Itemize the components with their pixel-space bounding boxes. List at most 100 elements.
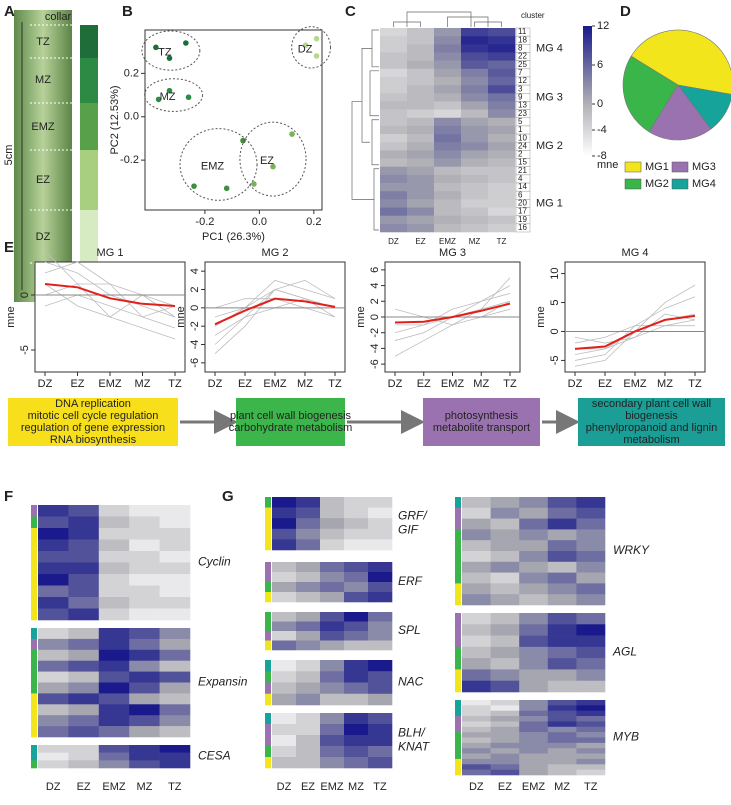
point (251, 181, 257, 187)
heat-cell (159, 745, 191, 753)
heat-cell (98, 608, 130, 621)
x-axis-label: PC1 (26.3%) (202, 231, 265, 243)
column-label: EZ (498, 781, 512, 793)
gene-family-label: BLH/ (398, 726, 426, 740)
group-strip (31, 516, 37, 529)
heat-cell (38, 585, 69, 598)
heat-cell (407, 166, 435, 176)
heat-cell (488, 60, 516, 70)
heat-cell (461, 158, 489, 168)
group-strip (265, 693, 271, 706)
heat-cell (129, 528, 160, 540)
point (313, 35, 320, 42)
heat-cell (547, 726, 577, 733)
heat-cell (380, 52, 408, 61)
group-strip (265, 621, 271, 632)
group-strip (31, 585, 37, 598)
group-strip (455, 769, 461, 776)
heat-cell (344, 562, 369, 573)
cluster-label: 24 (518, 141, 527, 150)
heat-cell (38, 704, 69, 716)
heat-cell (129, 516, 160, 529)
heat-cell (380, 93, 408, 102)
heat-cell (344, 682, 369, 695)
heat-cell (488, 44, 516, 53)
dendrogram (371, 29, 379, 68)
plot-title: MG 3 (439, 247, 466, 259)
heat-cell (461, 174, 489, 184)
group-strip (31, 693, 37, 705)
heat-cell (320, 682, 345, 695)
heat-cell (272, 713, 297, 725)
gene-family-label: SPL (398, 623, 421, 637)
panel-label: F (4, 488, 13, 505)
heat-cell (462, 658, 491, 670)
heat-cell (519, 753, 549, 760)
heat-cell (159, 715, 191, 727)
heat-cell (320, 612, 345, 622)
heat-cell (519, 700, 549, 706)
gene-family-label: NAC (398, 675, 424, 689)
heat-cell (380, 142, 408, 151)
heat-cell (98, 597, 130, 609)
column-label: TZ (168, 781, 182, 793)
point (270, 163, 276, 170)
group-strip (31, 608, 37, 621)
heat-cell (272, 682, 297, 695)
heat-cell (344, 735, 369, 747)
dendrogram (371, 119, 379, 166)
heat-cell (547, 758, 577, 765)
heat-cell (461, 36, 489, 45)
heat-cell (519, 540, 549, 552)
heat-cell (38, 660, 69, 672)
heat-cell (488, 117, 516, 127)
heat-cell (490, 742, 520, 749)
heat-cell (576, 572, 606, 584)
heat-cell (98, 539, 130, 552)
heat-cell (434, 85, 462, 94)
group-strip (455, 732, 461, 738)
heat-cell (547, 669, 577, 682)
heat-cell (461, 52, 489, 61)
group-strip (455, 737, 461, 744)
cluster-label: 12 (518, 76, 527, 85)
cluster-label: 18 (518, 35, 527, 44)
group-ellipse (239, 121, 307, 197)
zone-bar (80, 210, 98, 263)
heat-cell (434, 199, 462, 208)
heat-cell (462, 507, 491, 519)
heat-cell (547, 646, 577, 659)
heat-cell (368, 746, 393, 758)
cluster-label: 20 (518, 199, 527, 208)
heat-cell (368, 735, 393, 747)
zone-bar (80, 150, 98, 210)
heat-cell (159, 608, 191, 621)
group-label: DZ (298, 43, 313, 55)
x-tick-label: EZ (598, 378, 612, 390)
heat-cell (576, 529, 606, 541)
process-box (8, 398, 178, 446)
heat-cell (490, 635, 520, 648)
heat-cell (368, 582, 393, 593)
heat-cell (434, 44, 462, 53)
heat-cell (38, 760, 69, 769)
heat-cell (98, 760, 130, 769)
heat-cell (159, 597, 191, 609)
heat-cell (368, 507, 393, 519)
y-tick-label: -6 (369, 359, 381, 369)
column-label: TZ (497, 237, 507, 246)
dendrogram (373, 168, 379, 231)
heat-cell (576, 561, 606, 573)
heat-cell (38, 562, 69, 575)
heat-cell (519, 518, 549, 530)
group-strip (455, 742, 461, 749)
cluster-label: 4 (518, 174, 523, 183)
heat-cell (576, 497, 606, 509)
group-strip (31, 562, 37, 575)
cluster-label: 10 (518, 133, 527, 142)
heat-cell (434, 76, 462, 86)
group-strip (455, 540, 461, 552)
group-strip (455, 572, 461, 584)
zone-label: collar (45, 11, 72, 23)
heat-cell (576, 669, 606, 682)
